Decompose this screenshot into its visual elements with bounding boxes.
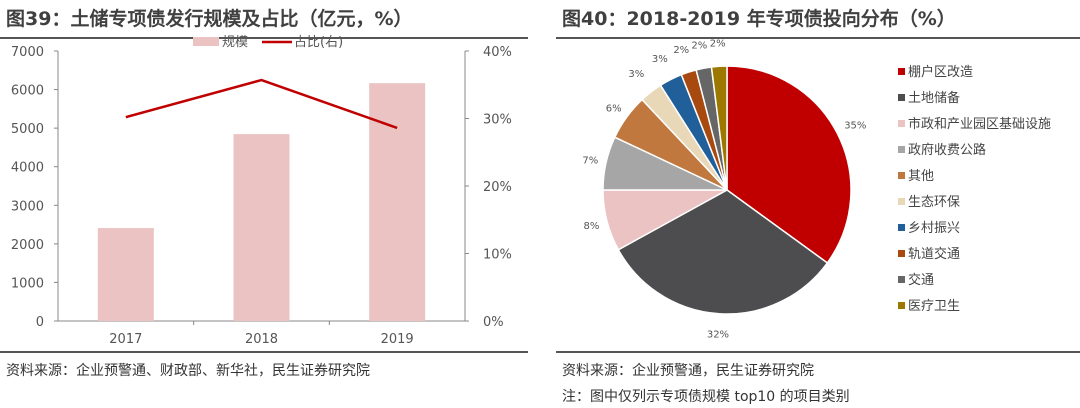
legend-swatch-4	[898, 172, 905, 179]
right-source: 资料来源：企业预警通，民生证券研究院	[562, 363, 814, 379]
left-chart-title: 图39：土储专项债发行规模及占比（亿元，%）	[6, 8, 413, 30]
y-tick-label: 0	[36, 315, 44, 330]
legend-swatch-9	[898, 302, 905, 309]
x-tick-label: 2018	[245, 332, 278, 347]
left-source: 资料来源：企业预警通、财政部、新华社，民生证券研究院	[6, 363, 370, 379]
legend-label-7: 轨道交通	[908, 246, 960, 262]
pie-label-0: 35%	[844, 121, 866, 132]
legend-label-4: 其他	[908, 169, 934, 184]
bar-2017	[97, 228, 154, 321]
legend-label-3: 政府收费公路	[908, 142, 986, 158]
y2-tick-label: 40%	[483, 45, 512, 60]
pie-label-7: 2%	[673, 45, 689, 56]
legend-swatch-7	[898, 250, 905, 257]
pie-slice-1	[617, 189, 829, 315]
title-divider-right	[556, 37, 1080, 39]
legend-bar-swatch	[193, 37, 219, 46]
y-tick-label: 7000	[11, 45, 44, 60]
legend-swatch-1	[898, 94, 905, 101]
title-divider-left	[0, 37, 528, 39]
pie-slice-0	[726, 65, 852, 264]
legend-label-0: 棚户区改造	[908, 64, 973, 80]
pie-label-9: 2%	[710, 38, 726, 49]
pie-label-4: 6%	[606, 104, 622, 115]
legend-label-2: 市政和产业园区基础设施	[908, 116, 1051, 132]
share-line	[125, 78, 398, 130]
x-tick-label: 2019	[381, 332, 414, 347]
right-chart-title: 图40：2018-2019 年专项债投向分布（%）	[562, 8, 956, 30]
legend-bar-label: 规模	[222, 35, 248, 50]
bar-2018	[233, 134, 290, 321]
y2-tick-label: 10%	[483, 248, 512, 263]
pie-label-5: 3%	[628, 69, 644, 80]
y-tick-label: 6000	[11, 84, 44, 99]
pie-label-3: 7%	[582, 155, 598, 166]
legend-swatch-8	[898, 276, 905, 283]
legend-label-6: 乡村振兴	[908, 221, 960, 236]
y2-tick-label: 30%	[483, 113, 512, 128]
bottom-divider-right	[556, 351, 1080, 353]
y-tick-label: 5000	[11, 122, 44, 137]
pie-label-1: 32%	[707, 330, 729, 341]
right-note: 注：图中仅列示专项债规模 top10 的项目类别	[562, 389, 850, 405]
legend-label-9: 医疗卫生	[908, 299, 960, 314]
y-tick-label: 2000	[11, 238, 44, 253]
legend-swatch-6	[898, 224, 905, 231]
pie-slice-9	[710, 65, 728, 191]
bar-2019	[369, 83, 426, 321]
legend-label-8: 交通	[908, 272, 934, 288]
legend-swatch-0	[898, 68, 905, 75]
legend-label-1: 土地储备	[908, 90, 960, 106]
y-tick-label: 3000	[11, 199, 44, 214]
pie-label-6: 3%	[652, 54, 668, 65]
bottom-divider-left	[0, 351, 528, 353]
legend-swatch-2	[898, 120, 905, 127]
y2-tick-label: 0%	[483, 315, 504, 330]
legend-swatch-5	[898, 198, 905, 205]
y-tick-label: 4000	[11, 161, 44, 176]
legend-label-5: 生态环保	[908, 195, 960, 210]
legend-line-label: 占比(右)	[294, 35, 343, 50]
x-tick-label: 2017	[109, 332, 142, 347]
y-tick-label: 1000	[11, 276, 44, 291]
y2-tick-label: 20%	[483, 180, 512, 195]
pie-label-2: 8%	[583, 221, 599, 232]
legend-swatch-3	[898, 146, 905, 153]
pie-label-8: 2%	[691, 41, 707, 52]
